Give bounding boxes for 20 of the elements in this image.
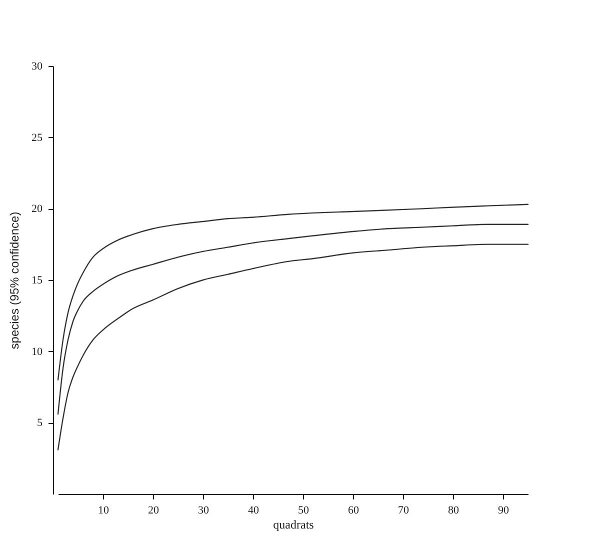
line-series bbox=[57, 244, 529, 450]
y-tick-label: 25 bbox=[32, 132, 43, 144]
y-tick-label: 5 bbox=[37, 417, 43, 430]
x-tick-label: 60 bbox=[348, 504, 360, 516]
y-axis-title: species (95% confidence) bbox=[8, 212, 22, 350]
x-axis-title: quadrats bbox=[273, 518, 314, 532]
y-tick-label: 30 bbox=[32, 60, 43, 72]
y-tick-label: 10 bbox=[32, 346, 43, 358]
line-series bbox=[57, 224, 529, 415]
y-tick-label: 20 bbox=[32, 203, 43, 216]
x-tick-label: 70 bbox=[398, 504, 410, 516]
x-tick-label: 90 bbox=[498, 504, 510, 516]
x-tick-label: 80 bbox=[448, 504, 460, 516]
x-tick-label: 30 bbox=[198, 504, 210, 516]
x-tick-label: 50 bbox=[298, 504, 310, 516]
x-tick-label: 20 bbox=[148, 504, 160, 516]
x-tick-label: 10 bbox=[98, 504, 110, 516]
line-series bbox=[57, 204, 529, 380]
y-tick-label: 15 bbox=[32, 274, 43, 286]
x-tick-label: 40 bbox=[248, 504, 260, 516]
